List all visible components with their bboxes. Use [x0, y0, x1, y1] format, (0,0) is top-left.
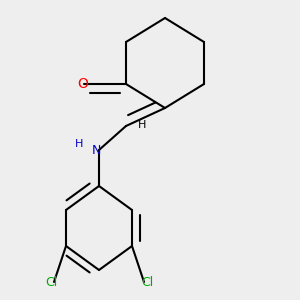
- Text: H: H: [138, 119, 147, 130]
- Text: O: O: [77, 77, 88, 91]
- Text: Cl: Cl: [141, 275, 153, 289]
- Text: Cl: Cl: [45, 275, 57, 289]
- Text: N: N: [91, 143, 101, 157]
- Text: H: H: [75, 139, 84, 149]
